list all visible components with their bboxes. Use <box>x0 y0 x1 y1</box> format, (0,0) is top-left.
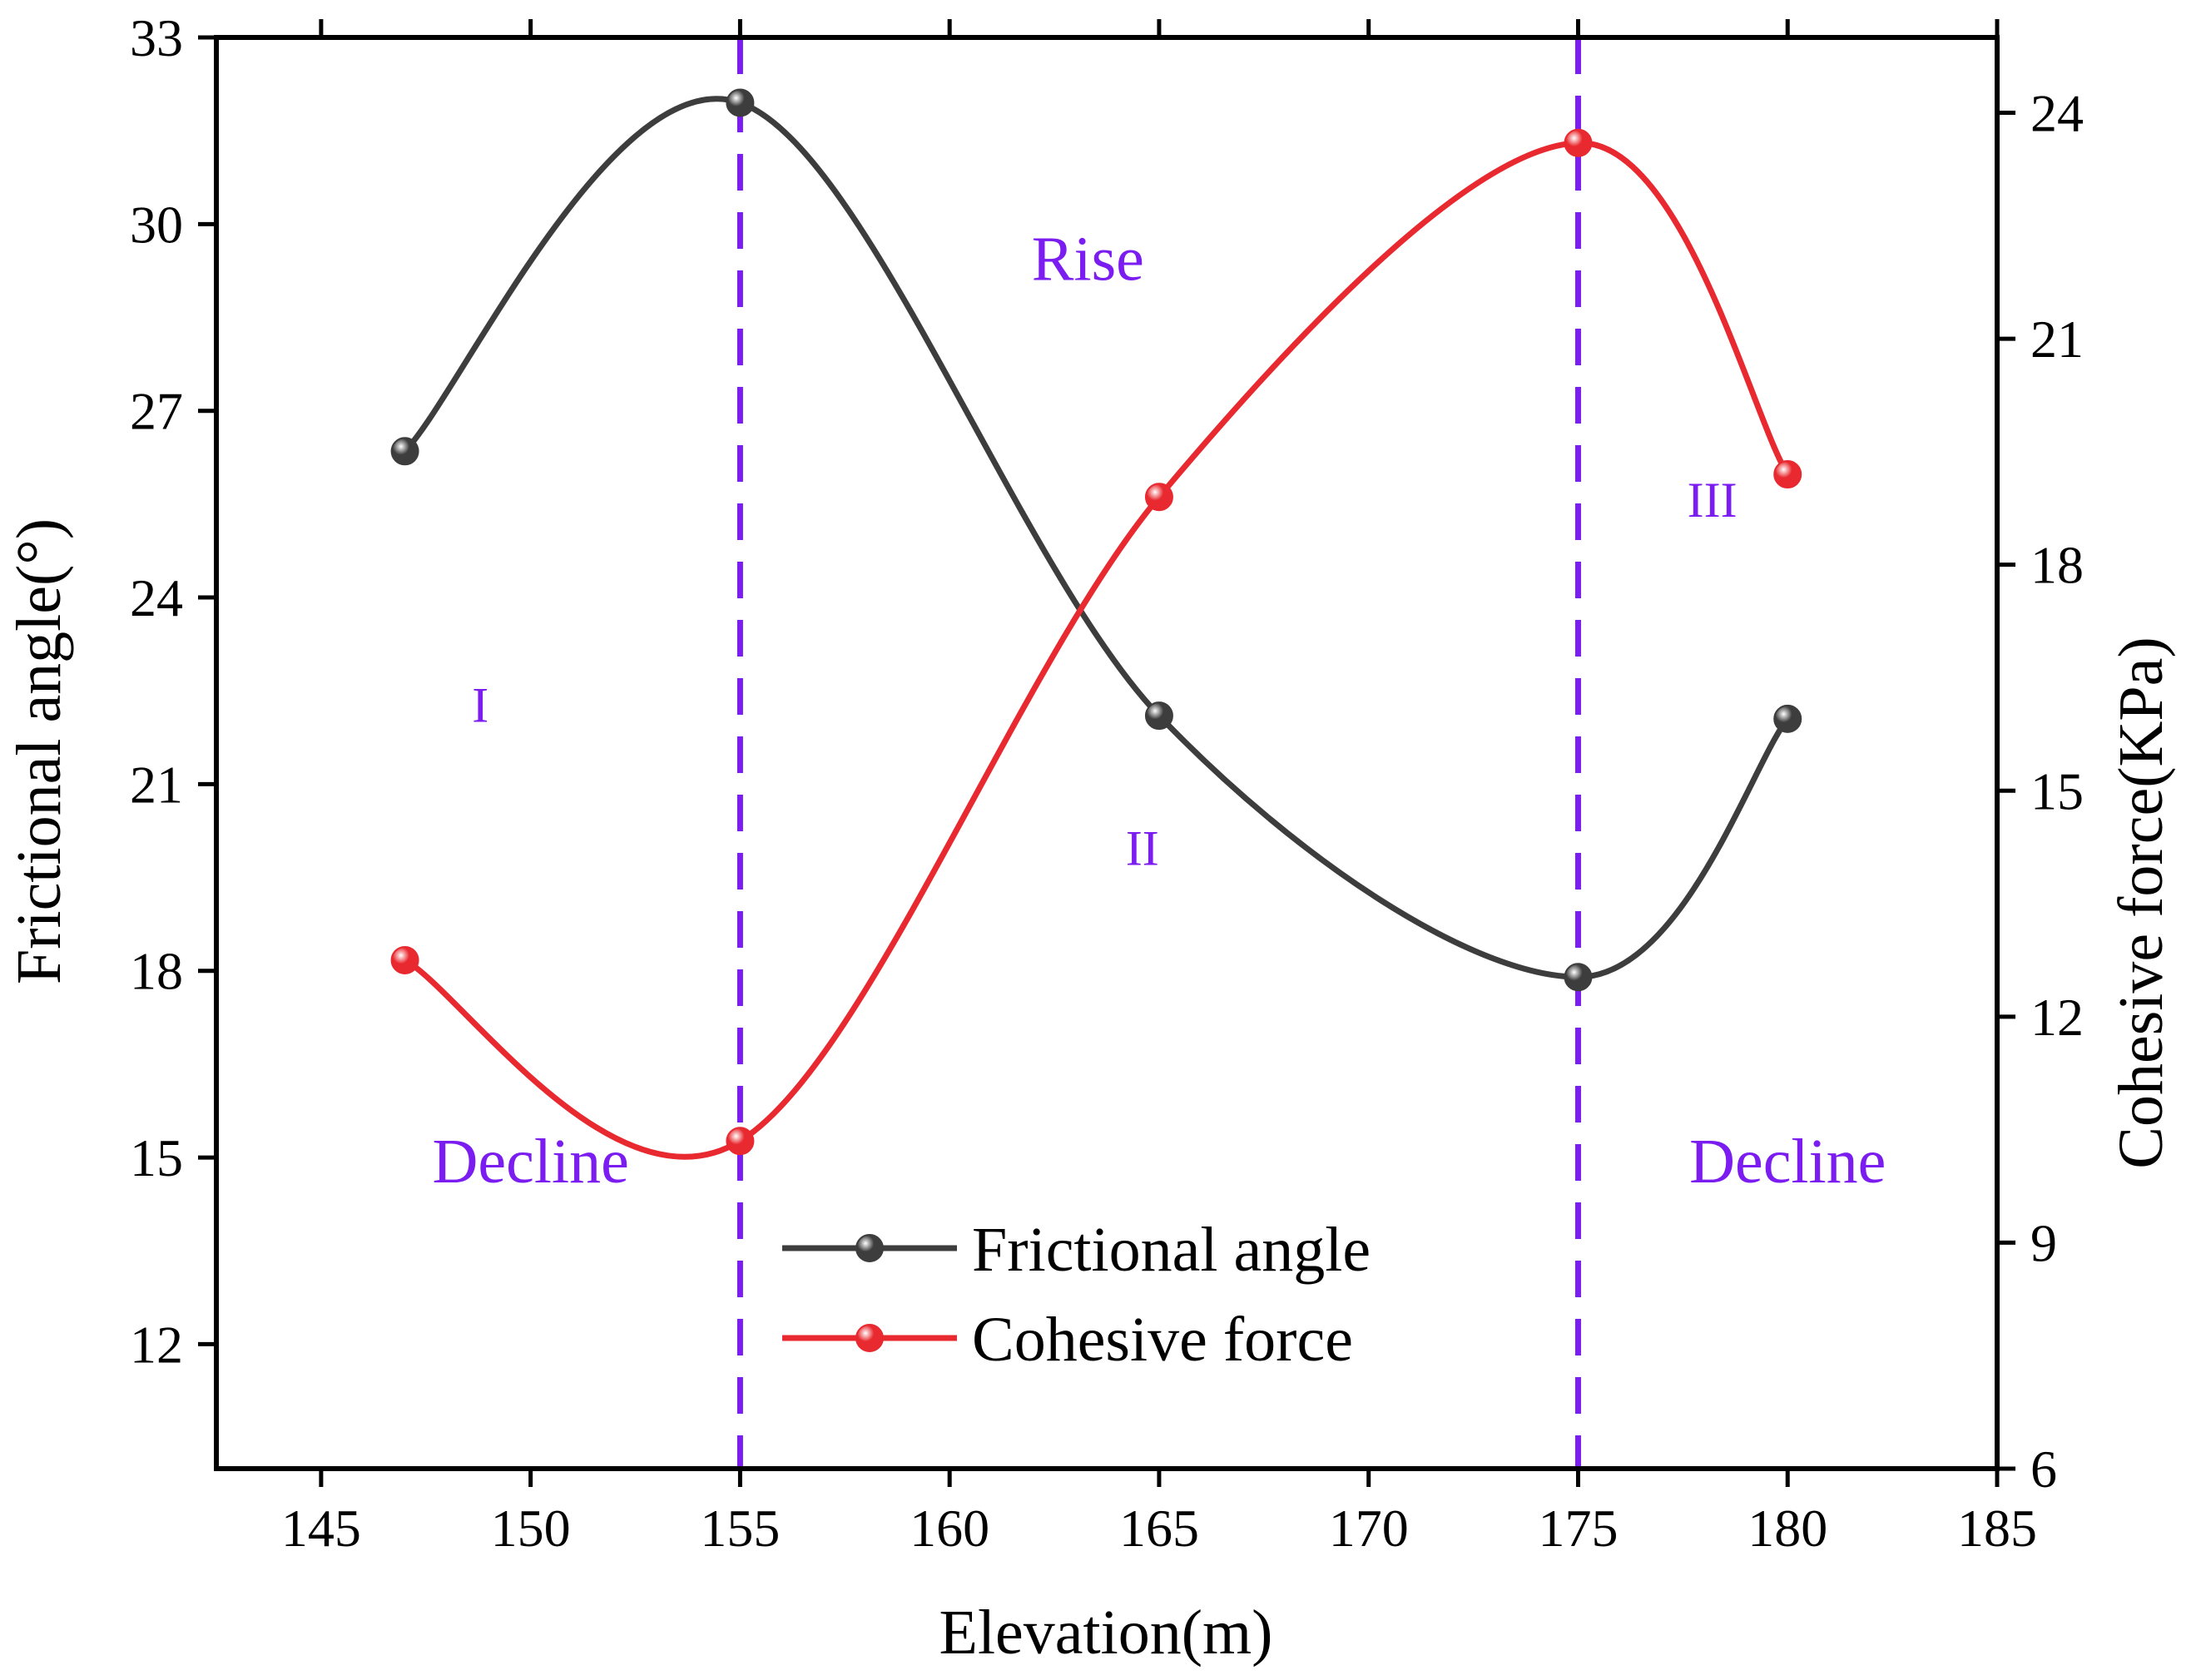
x-tick-label: 165 <box>1119 1499 1199 1558</box>
y-left-tick-label: 30 <box>130 195 183 254</box>
y-right-tick-label: 9 <box>2030 1213 2057 1272</box>
legend-label-frictional-angle: Frictional angle <box>972 1215 1371 1285</box>
cohesive-force-line <box>403 140 1791 1160</box>
y-right-tick-label: 18 <box>2030 536 2084 595</box>
y-axis-right-label: Cohesive force(KPa) <box>2106 637 2176 1168</box>
frictional-angle-point <box>390 437 419 466</box>
y-left-tick-label: 18 <box>130 942 183 1001</box>
y-left-tick-label: 12 <box>130 1315 183 1374</box>
y-right-tick-label: 24 <box>2030 84 2084 143</box>
y-right-tick-label: 15 <box>2030 761 2084 820</box>
cohesive-force-point <box>1773 460 1802 489</box>
x-axis-label: Elevation(m) <box>939 1598 1273 1668</box>
x-tick-label: 160 <box>910 1499 989 1558</box>
y-left-tick-label: 21 <box>130 755 183 814</box>
x-tick-label: 180 <box>1747 1499 1827 1558</box>
x-tick-label: 175 <box>1538 1499 1618 1558</box>
cohesive-force-point <box>390 945 419 974</box>
cohesive-force-point <box>1144 483 1173 512</box>
y-left-tick-label: 33 <box>130 8 183 67</box>
annotation-i: I <box>472 678 488 733</box>
frictional-angle-point <box>1773 704 1802 733</box>
cohesive-force-point <box>1564 128 1593 157</box>
y-right-tick-label: 21 <box>2030 310 2084 369</box>
plot-frame <box>214 35 2000 1471</box>
annotation-decline: Decline <box>432 1127 628 1197</box>
frictional-angle-point <box>726 88 755 117</box>
y-right-tick-label: 12 <box>2030 988 2084 1047</box>
legend-marker-cohesive-force <box>855 1324 884 1352</box>
annotation-decline: Decline <box>1689 1127 1886 1197</box>
x-tick-label: 145 <box>281 1499 361 1558</box>
y-left-tick-label: 15 <box>130 1128 183 1187</box>
y-axis-left-label: Frictional angle(°) <box>4 518 74 984</box>
legend-label-cohesive-force: Cohesive force <box>972 1305 1353 1375</box>
frictional-angle-point <box>1564 963 1593 992</box>
frictional-angle-line <box>403 96 1790 980</box>
x-tick-label: 170 <box>1329 1499 1409 1558</box>
legend-marker-frictional-angle <box>855 1234 884 1262</box>
annotation-ii: II <box>1126 821 1159 876</box>
y-left-tick-label: 24 <box>130 568 183 627</box>
frictional-angle-point <box>1144 701 1173 731</box>
cohesive-force-point <box>726 1127 755 1156</box>
annotation-rise: Rise <box>1032 225 1144 295</box>
x-tick-label: 155 <box>700 1499 780 1558</box>
x-tick-label: 150 <box>491 1499 571 1558</box>
x-tick-label: 185 <box>1957 1499 2037 1558</box>
y-right-tick-label: 6 <box>2030 1440 2057 1499</box>
y-left-tick-label: 27 <box>130 382 183 441</box>
annotation-iii: III <box>1688 473 1738 528</box>
